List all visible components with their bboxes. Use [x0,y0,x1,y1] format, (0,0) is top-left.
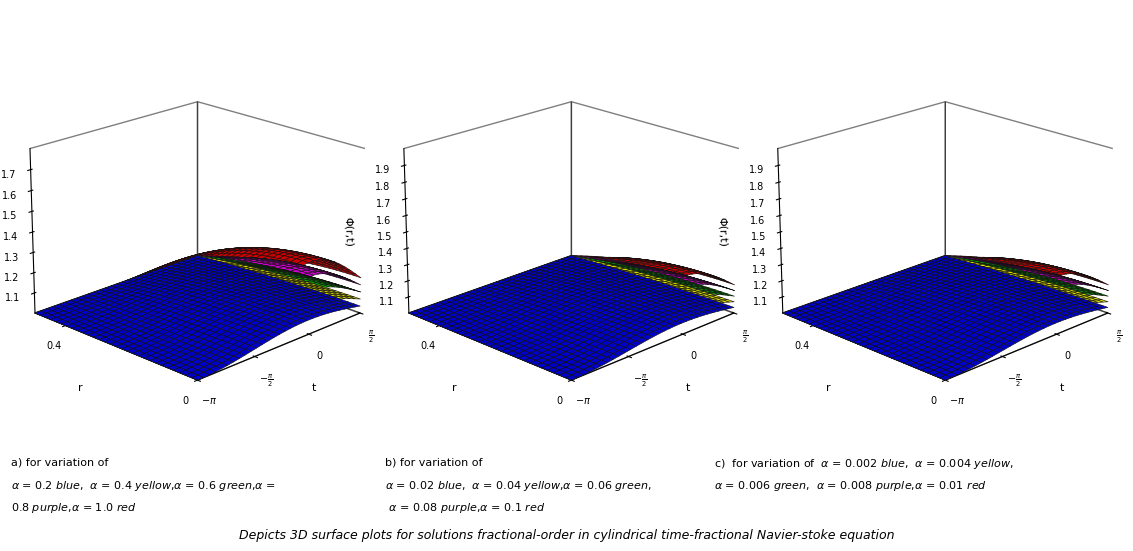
Y-axis label: r: r [78,383,83,393]
Text: $\alpha$ = 0.006 $green$,  $\alpha$ = 0.008 $purple$,$\alpha$ = 0.01 $red$: $\alpha$ = 0.006 $green$, $\alpha$ = 0.0… [714,479,987,493]
X-axis label: t: t [685,383,690,393]
Y-axis label: r: r [452,383,457,393]
Y-axis label: r: r [826,383,830,393]
Text: $\alpha$ = 0.2 $blue$,  $\alpha$ = 0.4 $yellow$,$\alpha$ = 0.6 $green$,$\alpha$ : $\alpha$ = 0.2 $blue$, $\alpha$ = 0.4 $y… [11,479,276,493]
Text: a) for variation of: a) for variation of [11,457,109,467]
X-axis label: t: t [1059,383,1064,393]
Text: Depicts 3D surface plots for solutions fractional-order in cylindrical time-frac: Depicts 3D surface plots for solutions f… [239,529,894,542]
Text: c)  for variation of  $\alpha$ = 0.002 $blue$,  $\alpha$ = 0.004 $yellow$,: c) for variation of $\alpha$ = 0.002 $bl… [714,457,1013,471]
X-axis label: t: t [312,383,316,393]
Text: b) for variation of: b) for variation of [385,457,483,467]
Text: 0.8 $purple$,$\alpha$ = 1.0 $red$: 0.8 $purple$,$\alpha$ = 1.0 $red$ [11,501,137,515]
Text: $\alpha$ = 0.08 $purple$,$\alpha$ = 0.1 $red$: $\alpha$ = 0.08 $purple$,$\alpha$ = 0.1 … [385,501,545,515]
Text: $\alpha$ = 0.02 $blue$,  $\alpha$ = 0.04 $yellow$,$\alpha$ = 0.06 $green$,: $\alpha$ = 0.02 $blue$, $\alpha$ = 0.04 … [385,479,651,493]
